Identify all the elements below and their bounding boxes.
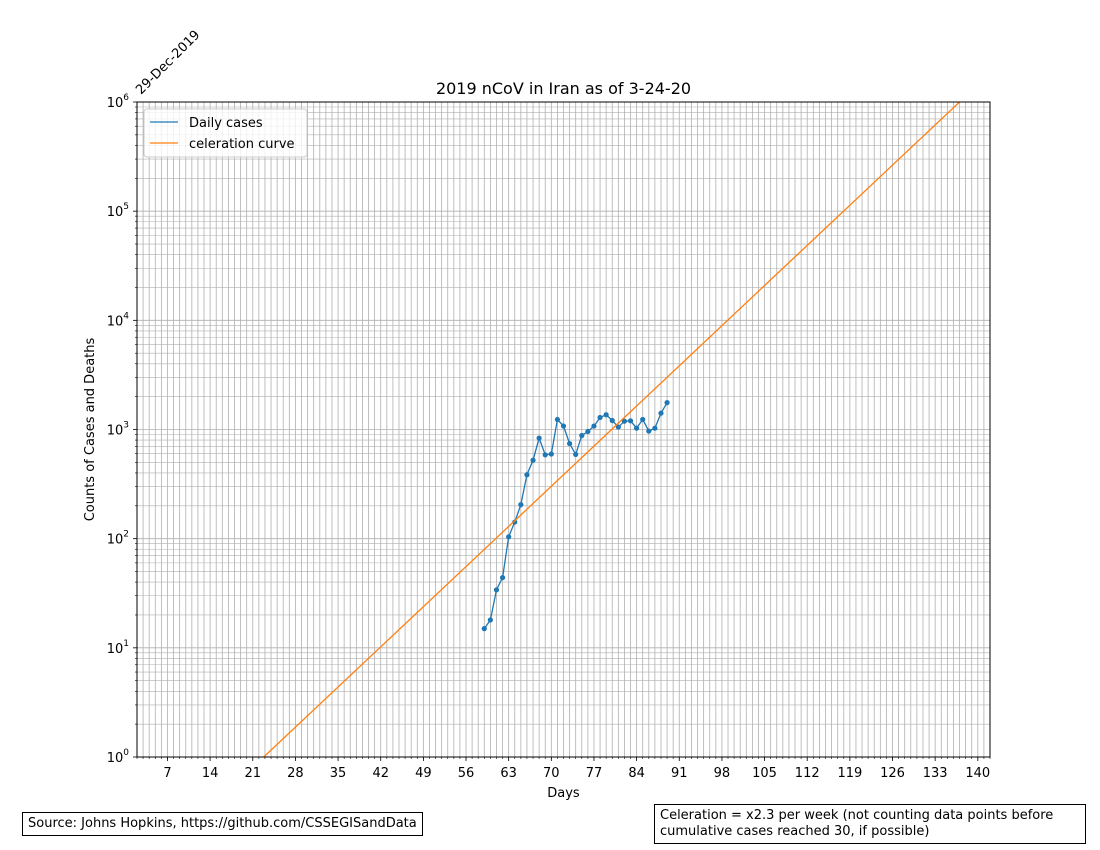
start-date-label: 29-Dec-2019 <box>133 28 203 98</box>
series-layer <box>263 102 960 757</box>
y-tick-label: 100 <box>107 748 130 766</box>
source-note: Source: Johns Hopkins, https://github.co… <box>22 812 423 836</box>
x-tick-label: 63 <box>500 766 517 781</box>
x-tick-label: 77 <box>586 766 603 781</box>
axis-ticks: 7 14 21 28 35 42 49 56 63 70 77 84 91 98 105 112 119 126 1… <box>107 93 991 781</box>
legend-label-celeration-curve: celeration curve <box>189 137 295 152</box>
data-point <box>518 502 524 508</box>
x-tick-label: 56 <box>458 766 475 781</box>
chart-title: 2019 nCoV in Iran as of 3-24-20 <box>436 79 691 98</box>
data-point <box>512 519 518 525</box>
y-tick-label: 103 <box>107 421 129 439</box>
x-tick-label: 70 <box>543 766 560 781</box>
data-point <box>591 423 597 429</box>
legend-label-daily-cases: Daily cases <box>189 116 263 131</box>
legend-box <box>143 108 308 158</box>
data-point <box>646 428 652 434</box>
y-tick-label: 106 <box>107 93 130 111</box>
data-point <box>548 451 554 457</box>
x-tick-label: 133 <box>923 766 948 781</box>
data-point <box>524 472 530 478</box>
data-point <box>634 425 640 431</box>
data-point <box>621 418 628 424</box>
x-tick-label: 140 <box>965 766 990 781</box>
data-point <box>542 452 548 458</box>
data-point <box>597 414 603 421</box>
data-point <box>566 440 573 447</box>
data-point <box>615 424 621 430</box>
x-tick-label: 7 <box>163 766 171 781</box>
data-point <box>573 451 579 458</box>
y-tick-label: 102 <box>107 530 129 548</box>
grid <box>136 102 991 758</box>
data-point <box>658 410 664 416</box>
data-point <box>487 617 493 623</box>
data-point <box>640 416 646 423</box>
data-point <box>603 412 609 418</box>
x-axis-label: Days <box>547 786 580 801</box>
series-line-1 <box>263 102 960 757</box>
x-tick-label: 91 <box>671 766 688 781</box>
x-tick-label: 21 <box>244 766 261 781</box>
data-point <box>481 626 487 632</box>
data-point <box>554 416 561 423</box>
data-point <box>609 417 615 424</box>
x-tick-label: 98 <box>714 766 731 781</box>
y-tick-label: 104 <box>107 311 130 329</box>
y-tick-label: 101 <box>107 639 129 657</box>
y-axis-label: Counts of Cases and Deaths <box>83 337 98 521</box>
data-point <box>499 574 506 581</box>
data-point <box>530 457 536 463</box>
x-tick-label: 112 <box>795 766 820 781</box>
x-tick-label: 28 <box>287 766 304 781</box>
x-tick-label: 126 <box>880 766 905 781</box>
x-tick-label: 14 <box>202 766 219 781</box>
data-point <box>536 435 542 441</box>
data-point <box>493 587 500 593</box>
data-point <box>579 432 585 439</box>
data-point <box>627 418 634 424</box>
data-point <box>585 428 591 435</box>
x-tick-label: 119 <box>837 766 862 781</box>
celeration-note: Celeration = x2.3 per week (not counting… <box>654 804 1086 844</box>
x-tick-label: 42 <box>372 766 389 781</box>
x-tick-label: 35 <box>330 766 347 781</box>
data-point <box>652 425 658 431</box>
data-point <box>664 400 670 406</box>
y-tick-label: 105 <box>107 202 129 220</box>
legend: Daily cases celeration curve <box>143 108 308 158</box>
x-tick-label: 84 <box>628 766 645 781</box>
x-tick-label: 49 <box>415 766 432 781</box>
data-point <box>506 534 512 540</box>
x-tick-label: 105 <box>752 766 777 781</box>
data-point <box>560 423 567 429</box>
